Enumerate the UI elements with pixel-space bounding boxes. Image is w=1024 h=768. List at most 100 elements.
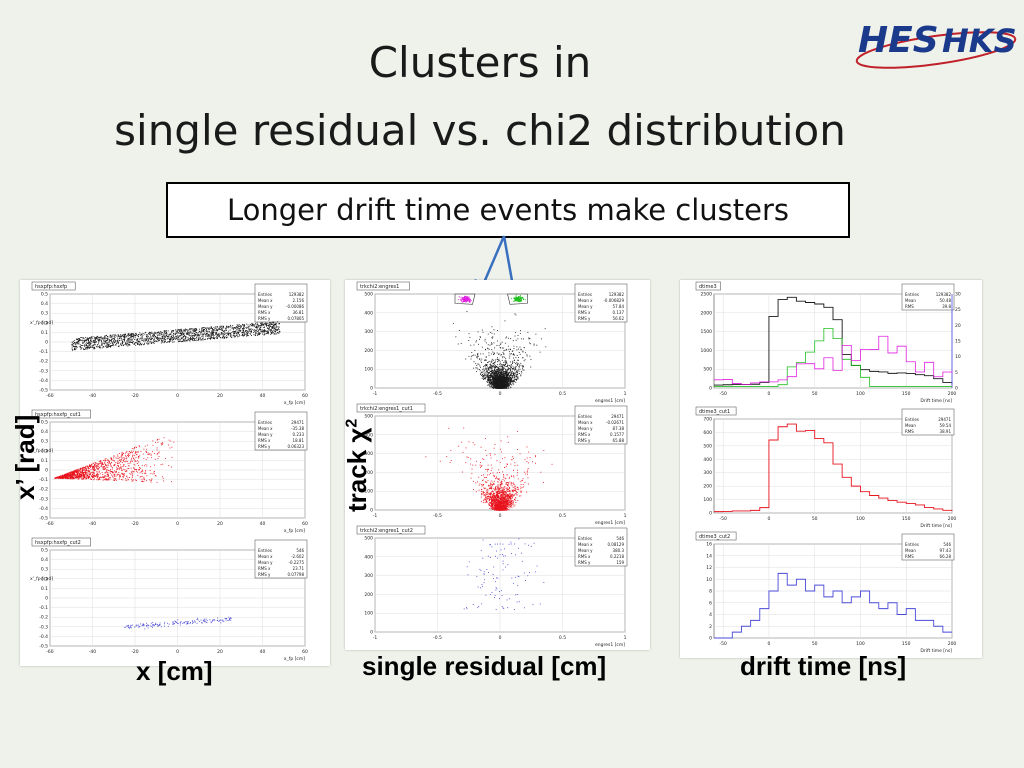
stats-frame bbox=[574, 283, 628, 323]
scatter-point bbox=[513, 348, 515, 349]
scatter-point bbox=[164, 330, 166, 332]
scatter-point bbox=[106, 346, 108, 348]
scatter-point bbox=[503, 380, 505, 382]
scatter-point bbox=[109, 340, 111, 342]
scatter-point bbox=[268, 321, 270, 323]
scatter-point bbox=[211, 620, 213, 622]
scatter-point bbox=[91, 471, 93, 473]
scatter-point bbox=[510, 338, 512, 340]
scatter-point bbox=[64, 477, 66, 479]
scatter-point bbox=[197, 617, 198, 619]
scatter-point bbox=[492, 382, 494, 384]
scatter-point bbox=[212, 337, 214, 339]
scatter-point bbox=[105, 342, 107, 344]
scatter-point bbox=[199, 328, 201, 330]
scatter-point bbox=[480, 366, 481, 368]
scatter-point bbox=[206, 622, 208, 624]
scatter-point bbox=[207, 335, 209, 337]
scatter-point bbox=[509, 377, 511, 379]
scatter-point bbox=[188, 338, 190, 340]
scatter-point bbox=[224, 328, 226, 330]
scatter-point bbox=[176, 622, 178, 624]
scatter-point bbox=[262, 322, 264, 324]
scatter-point bbox=[269, 325, 271, 327]
y-tick-label: -0.5 bbox=[39, 644, 48, 650]
scatter-point bbox=[135, 344, 137, 346]
scatter-point bbox=[170, 333, 172, 335]
scatter-point bbox=[503, 376, 505, 378]
scatter-point bbox=[74, 349, 76, 351]
scatter-point bbox=[117, 460, 119, 462]
scatter-point bbox=[160, 443, 162, 444]
scatter-point bbox=[206, 334, 208, 336]
scatter-point bbox=[94, 336, 96, 338]
scatter-point bbox=[149, 337, 151, 339]
scatter-point bbox=[135, 447, 137, 449]
scatter-point bbox=[86, 467, 88, 469]
scatter-point bbox=[90, 336, 92, 338]
scatter-point bbox=[196, 618, 198, 620]
scatter-point bbox=[105, 478, 107, 479]
scatter-point bbox=[149, 334, 151, 336]
scatter-point bbox=[76, 475, 78, 476]
scatter-point bbox=[142, 453, 144, 455]
scatter-point bbox=[74, 339, 76, 341]
scatter-point bbox=[151, 343, 152, 344]
scatter-point bbox=[492, 364, 494, 366]
scatter-point bbox=[98, 338, 100, 340]
scatter-point bbox=[488, 380, 489, 382]
scatter-point bbox=[78, 338, 80, 339]
scatter-point bbox=[73, 345, 75, 347]
scatter-point bbox=[133, 463, 135, 465]
scatter-point bbox=[487, 347, 488, 349]
scatter-point bbox=[127, 339, 128, 341]
scatter-point bbox=[192, 621, 194, 623]
scatter-point bbox=[182, 339, 184, 341]
scatter-point bbox=[152, 621, 154, 623]
scatter-point bbox=[523, 360, 525, 362]
scatter-point bbox=[90, 340, 92, 342]
scatter-point bbox=[77, 476, 79, 478]
scatter-point bbox=[153, 336, 155, 338]
scatter-point bbox=[171, 331, 173, 333]
scatter-point bbox=[476, 364, 478, 366]
scatter-point bbox=[509, 381, 510, 383]
scatter-point bbox=[257, 326, 259, 328]
scatter-point bbox=[515, 357, 517, 359]
scatter-point bbox=[165, 333, 166, 335]
scatter-point bbox=[131, 627, 133, 629]
scatter-point bbox=[118, 343, 120, 345]
scatter-point bbox=[159, 335, 161, 336]
scatter-point bbox=[263, 330, 265, 332]
scatter-point bbox=[503, 371, 504, 373]
scatter-point bbox=[74, 470, 76, 472]
scatter-point bbox=[116, 341, 118, 343]
scatter-point bbox=[250, 333, 252, 335]
scatter-point bbox=[162, 331, 163, 333]
scatter-point bbox=[159, 622, 161, 624]
stats-key: Entries bbox=[578, 292, 592, 297]
scatter-point bbox=[161, 341, 163, 343]
scatter-point bbox=[82, 342, 84, 344]
scatter-point bbox=[186, 340, 188, 342]
scatter-point bbox=[97, 478, 99, 480]
scatter-point bbox=[94, 338, 96, 340]
scatter-point bbox=[80, 347, 81, 349]
scatter-point bbox=[182, 333, 184, 335]
scatter-point bbox=[113, 474, 115, 476]
scatter-point bbox=[175, 330, 177, 332]
scatter-point bbox=[153, 473, 155, 475]
scatter-point bbox=[96, 341, 97, 343]
scatter-point bbox=[500, 366, 502, 368]
scatter-point bbox=[500, 372, 502, 374]
scatter-point bbox=[260, 330, 262, 332]
scatter-point bbox=[189, 331, 191, 333]
scatter-point bbox=[242, 328, 244, 329]
scatter-point bbox=[252, 323, 254, 325]
scatter-point bbox=[241, 332, 243, 334]
scatter-point bbox=[174, 620, 176, 622]
scatter-point bbox=[507, 345, 509, 347]
scatter-point bbox=[109, 463, 111, 465]
scatter-point bbox=[92, 462, 94, 464]
